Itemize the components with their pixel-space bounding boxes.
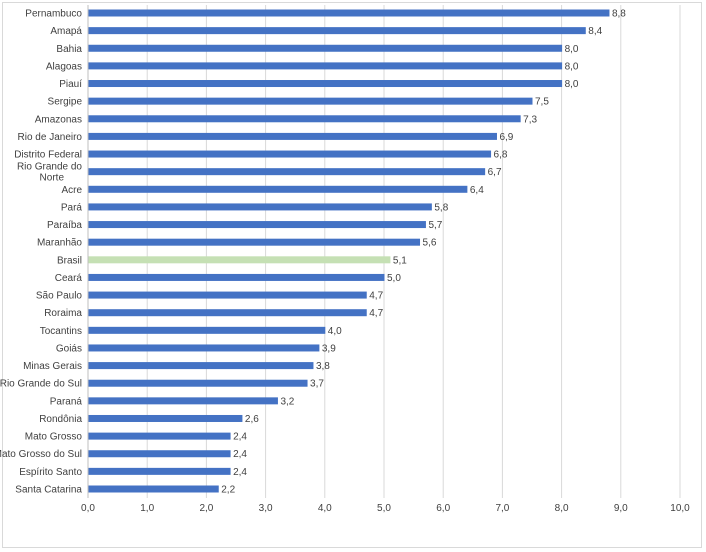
category-label: Rio Grande do Sul (0, 379, 82, 390)
x-tick-label: 8,0 (555, 503, 569, 514)
bar-piauí (88, 80, 563, 88)
data-label: 2,4 (233, 449, 247, 460)
data-label: 2,4 (233, 467, 247, 478)
category-label: Goiás (56, 343, 82, 354)
bar-mato-grosso-do-sul (88, 450, 231, 458)
bar-tocantins (88, 326, 326, 334)
data-label: 3,7 (310, 379, 324, 390)
bar-alagoas (88, 62, 563, 70)
data-label: 8,0 (565, 61, 579, 72)
bar-amapá (88, 27, 586, 35)
bar-rondônia (88, 414, 243, 422)
bar-rio-grande-do-sul (88, 379, 308, 387)
x-tick-label: 0,0 (81, 503, 95, 514)
category-label: Pernambuco (25, 9, 82, 20)
category-label: Amazonas (35, 114, 82, 125)
category-label: Roraima (44, 308, 82, 319)
data-label: 2,6 (245, 414, 259, 425)
category-label: Bahia (56, 44, 82, 55)
data-label: 2,2 (221, 485, 235, 496)
bar-brasil (88, 256, 391, 264)
category-label: Sergipe (48, 97, 83, 108)
data-label: 4,7 (369, 291, 383, 302)
category-label: Mato Grosso do Sul (0, 449, 82, 460)
category-label: Paraná (50, 396, 83, 407)
category-label: Rondônia (39, 414, 82, 425)
bar-maranhão (88, 238, 421, 246)
data-label: 8,8 (612, 9, 626, 20)
data-label: 6,7 (488, 167, 502, 178)
category-label: Ceará (55, 273, 83, 284)
category-label: Tocantins (40, 326, 82, 337)
bar-espírito-santo (88, 467, 231, 475)
bar-pernambuco (88, 9, 610, 17)
category-label: Distrito Federal (14, 150, 82, 161)
data-label: 8,0 (565, 44, 579, 55)
category-label: Acre (61, 185, 82, 196)
category-label: Brasil (57, 255, 82, 266)
bar-sergipe (88, 97, 533, 105)
x-tick-label: 4,0 (318, 503, 332, 514)
category-label: São Paulo (36, 291, 83, 302)
bar-rio-grande-do-norte (88, 168, 486, 176)
category-label: Espírito Santo (19, 467, 82, 478)
x-tick-label: 7,0 (495, 503, 509, 514)
data-label: 6,9 (499, 132, 513, 143)
x-tick-label: 6,0 (436, 503, 450, 514)
bar-amazonas (88, 115, 521, 123)
data-label: 7,5 (535, 97, 549, 108)
data-label: 5,1 (393, 255, 407, 266)
data-label: 3,8 (316, 361, 330, 372)
category-label: Amapá (50, 26, 82, 37)
category-label: Maranhão (37, 238, 82, 249)
category-label: Alagoas (46, 61, 82, 72)
bar-paraíba (88, 221, 426, 229)
category-label: Mato Grosso (25, 432, 83, 443)
category-label: Santa Catarina (15, 485, 82, 496)
x-tick-label: 10,0 (670, 503, 690, 514)
data-label: 8,4 (588, 26, 602, 37)
data-label: 3,9 (322, 343, 336, 354)
category-label: Pará (61, 202, 83, 213)
data-label: 7,3 (523, 114, 537, 125)
bar-pará (88, 203, 432, 211)
data-label: 6,8 (494, 150, 508, 161)
x-tick-label: 3,0 (259, 503, 273, 514)
category-label: Paraíba (47, 220, 82, 231)
bar-goiás (88, 344, 320, 352)
category-label: Piauí (59, 79, 82, 90)
bar-minas-gerais (88, 362, 314, 370)
bar-ceará (88, 273, 385, 281)
bar-acre (88, 185, 468, 193)
bar-bahia (88, 44, 563, 52)
bar-paraná (88, 397, 278, 405)
data-label: 3,2 (280, 396, 294, 407)
bar-roraima (88, 309, 367, 317)
x-tick-label: 9,0 (614, 503, 628, 514)
x-tick-label: 5,0 (377, 503, 391, 514)
data-label: 2,4 (233, 432, 247, 443)
data-label: 5,7 (428, 220, 442, 231)
data-label: 5,0 (387, 273, 401, 284)
x-tick-label: 1,0 (140, 503, 154, 514)
bar-distrito-federal (88, 150, 492, 158)
x-tick-label: 2,0 (199, 503, 213, 514)
data-label: 5,8 (434, 202, 448, 213)
category-label-line: Norte (40, 173, 65, 184)
bar-santa-catarina (88, 485, 219, 493)
category-label: Minas Gerais (23, 361, 82, 372)
data-label: 4,0 (328, 326, 342, 337)
data-label: 8,0 (565, 79, 579, 90)
bar-são-paulo (88, 291, 367, 299)
data-label: 5,6 (423, 238, 437, 249)
bar-mato-grosso (88, 432, 231, 440)
category-label-line: Rio Grande do (17, 162, 82, 173)
data-label: 4,7 (369, 308, 383, 319)
bar-rio-de-janeiro (88, 132, 497, 140)
category-label: Rio de Janeiro (18, 132, 83, 143)
category-label: Rio Grande do Norte (17, 162, 82, 184)
data-label: 6,4 (470, 185, 484, 196)
